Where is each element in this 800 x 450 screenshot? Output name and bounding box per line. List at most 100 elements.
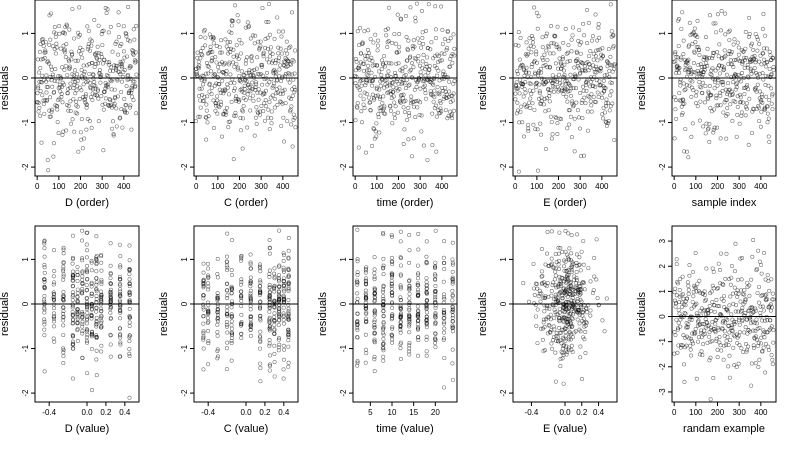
data-point: [354, 74, 359, 79]
data-point: [549, 119, 554, 124]
data-point: [762, 57, 767, 62]
data-point: [723, 11, 728, 16]
data-point: [44, 97, 49, 102]
data-point: [531, 122, 536, 127]
data-point: [377, 87, 382, 92]
data-point: [112, 103, 117, 108]
data-point: [548, 330, 553, 335]
data-point: [707, 334, 712, 339]
data-point: [118, 115, 123, 120]
data-point: [450, 329, 455, 334]
data-point: [258, 39, 263, 44]
data-point: [424, 325, 429, 330]
data-point: [215, 330, 220, 335]
data-point: [735, 112, 740, 117]
data-point: [676, 16, 681, 21]
data-point: [556, 262, 561, 267]
data-point: [411, 104, 416, 109]
data-point: [363, 332, 368, 337]
data-point: [578, 268, 583, 273]
data-point: [225, 231, 230, 236]
data-point: [248, 291, 253, 296]
data-point: [261, 109, 266, 114]
data-point: [696, 335, 701, 340]
data-point: [272, 374, 277, 379]
data-point: [377, 69, 382, 74]
y-tick-label: -1: [180, 118, 189, 126]
data-point: [286, 255, 291, 260]
data-point: [447, 79, 452, 84]
data-point: [41, 102, 46, 107]
data-point: [579, 304, 584, 309]
data-point: [276, 290, 281, 295]
data-point: [672, 351, 677, 356]
data-point: [564, 268, 569, 273]
data-point: [723, 98, 728, 103]
data-point: [601, 105, 606, 110]
data-point: [610, 101, 615, 106]
data-point: [267, 294, 272, 299]
data-point: [69, 121, 74, 126]
data-point: [766, 344, 771, 349]
data-point: [415, 319, 420, 324]
data-point: [372, 275, 377, 280]
data-point: [81, 63, 86, 68]
data-point: [424, 318, 429, 323]
data-point: [48, 11, 53, 16]
data-point: [235, 13, 240, 18]
data-point: [682, 362, 687, 367]
data-point: [274, 58, 279, 63]
data-point: [759, 293, 764, 298]
data-point: [760, 349, 765, 354]
data-point: [61, 267, 66, 272]
data-point: [210, 34, 215, 39]
data-point: [95, 88, 100, 93]
data-point: [94, 61, 99, 66]
data-point: [260, 6, 265, 11]
data-point: [42, 111, 47, 116]
data-point: [201, 296, 206, 301]
data-point: [266, 2, 271, 7]
data-point: [709, 309, 714, 314]
data-point: [108, 297, 113, 302]
data-point: [55, 120, 60, 125]
data-point: [277, 303, 282, 308]
data-point: [399, 17, 404, 22]
data-point: [370, 59, 375, 64]
data-point: [75, 307, 80, 312]
data-point: [92, 92, 97, 97]
data-point: [389, 286, 394, 291]
data-point: [549, 256, 554, 261]
data-point: [94, 348, 99, 353]
data-point: [574, 260, 579, 265]
data-point: [99, 281, 104, 286]
data-point: [363, 295, 368, 300]
data-point: [723, 276, 728, 281]
data-point: [389, 61, 394, 66]
data-point: [398, 330, 403, 335]
data-point: [108, 271, 113, 276]
data-point: [760, 100, 765, 105]
data-point: [704, 57, 709, 62]
data-point: [363, 291, 368, 296]
data-point: [563, 87, 568, 92]
data-point: [433, 331, 438, 336]
data-point: [134, 59, 139, 64]
data-point: [48, 37, 53, 42]
data-point: [201, 331, 206, 336]
data-point: [767, 98, 772, 103]
data-point: [267, 362, 272, 367]
data-point: [82, 136, 87, 141]
data-point: [556, 283, 561, 288]
data-point: [450, 288, 455, 293]
data-point: [565, 59, 570, 64]
data-point: [558, 283, 563, 288]
data-point: [760, 71, 765, 76]
data-point: [539, 247, 544, 252]
data-point: [539, 76, 544, 81]
data-point: [559, 117, 564, 122]
data-point: [42, 310, 47, 315]
data-point: [248, 275, 253, 280]
data-point: [587, 95, 592, 100]
y-tick-label: 1: [180, 31, 189, 36]
